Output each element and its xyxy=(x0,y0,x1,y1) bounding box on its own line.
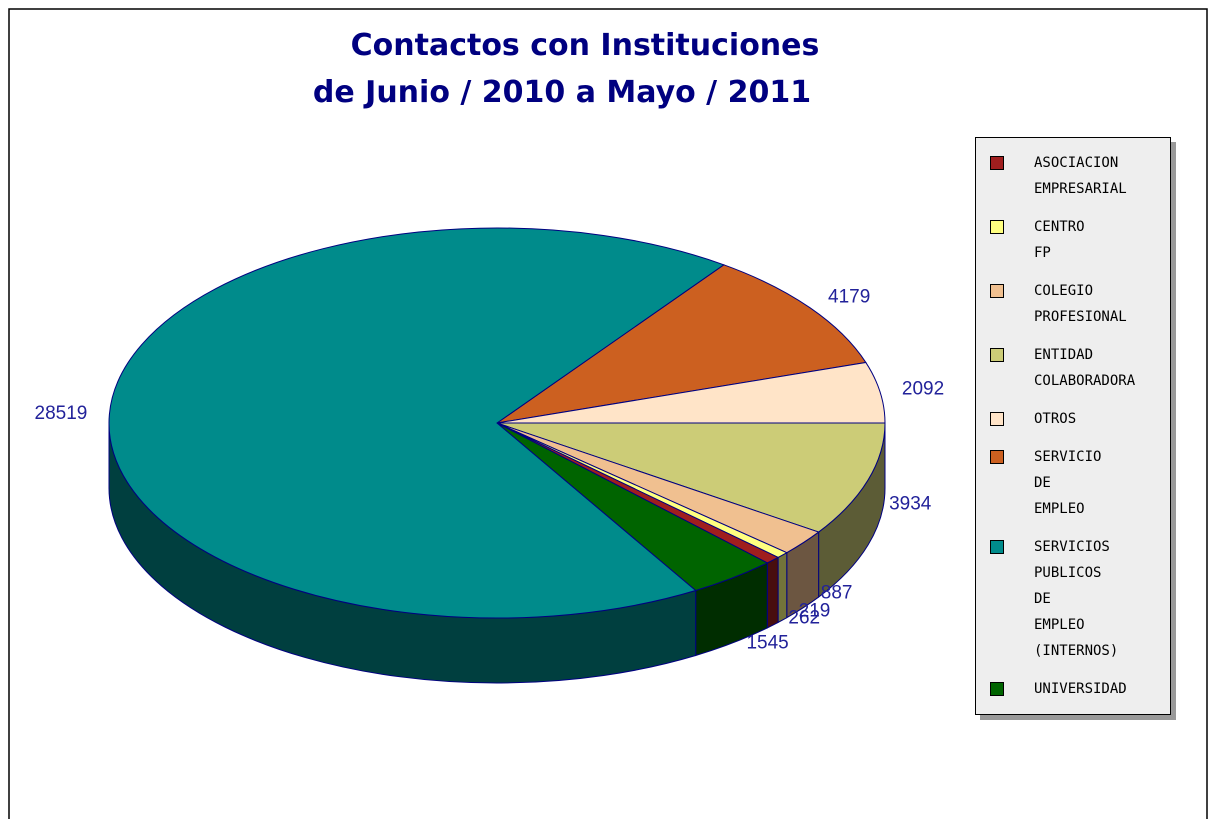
legend-label: SERVICIO DE EMPLEO xyxy=(1034,449,1102,517)
legend-label: COLEGIO PROFESIONAL xyxy=(1034,283,1127,325)
legend-item: CENTRO FP xyxy=(990,214,1170,266)
slice xyxy=(108,227,725,619)
legend-label: ENTIDAD COLABORADORA xyxy=(1034,347,1136,389)
frame xyxy=(8,8,1208,819)
legend-item: ASOCIACION EMPRESARIAL xyxy=(990,150,1170,202)
legend-swatch xyxy=(990,156,1004,170)
value-label: 262 xyxy=(788,608,820,629)
legend-label: UNIVERSIDAD xyxy=(1034,681,1127,697)
legend-swatch xyxy=(990,348,1004,362)
legend-label: CENTRO FP xyxy=(1034,219,1085,261)
legend-item: COLEGIO PROFESIONAL xyxy=(990,278,1170,330)
chart-title: de Junio / 2010 a Mayo / 2011 xyxy=(313,75,811,110)
value-label: 2092 xyxy=(902,379,944,400)
value-label: 3934 xyxy=(889,493,932,514)
slice-side xyxy=(766,556,779,629)
legend-label: ASOCIACION EMPRESARIAL xyxy=(1034,155,1127,197)
slice xyxy=(496,422,886,533)
legend-swatch xyxy=(990,682,1004,696)
legend-item: OTROS xyxy=(990,406,1170,432)
legend-swatch xyxy=(990,284,1004,298)
legend-item: UNIVERSIDAD xyxy=(990,676,1170,702)
legend: ASOCIACION EMPRESARIAL CENTRO FP COLEGIO P… xyxy=(975,137,1171,715)
value-label: 219 xyxy=(799,600,831,621)
slice-side xyxy=(777,551,788,624)
legend-swatch xyxy=(990,412,1004,426)
legend-swatch xyxy=(990,450,1004,464)
chart-title: Contactos con Instituciones xyxy=(351,28,820,63)
legend-item: SERVICIO DE EMPLEO xyxy=(990,444,1170,522)
legend-label: SERVICIOS PUBLICOS DE EMPLEO (INTERNOS) xyxy=(1034,539,1119,659)
legend-label: OTROS xyxy=(1034,411,1077,427)
legend-swatch xyxy=(990,220,1004,234)
value-label: 887 xyxy=(821,583,853,604)
value-label: 1545 xyxy=(746,633,788,654)
legend-swatch xyxy=(990,540,1004,554)
slice xyxy=(496,264,867,424)
legend-item: SERVICIOS PUBLICOS DE EMPLEO (INTERNOS) xyxy=(990,534,1170,664)
value-label: 28519 xyxy=(35,403,88,424)
legend-item: ENTIDAD COLABORADORA xyxy=(990,342,1170,394)
value-label: 4179 xyxy=(828,286,870,307)
